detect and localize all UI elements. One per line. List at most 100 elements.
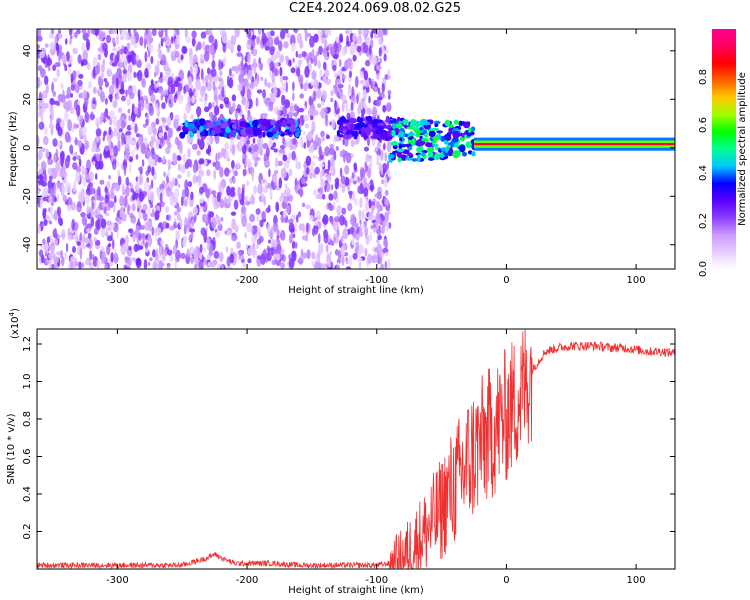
noise-speckle xyxy=(70,73,74,84)
noise-speckle xyxy=(56,251,62,256)
noise-speckle xyxy=(384,176,388,188)
noise-speckle xyxy=(79,247,83,260)
noise-speckle xyxy=(217,151,221,161)
noise-speckle xyxy=(105,231,109,237)
noise-speckle xyxy=(201,41,206,50)
noise-speckle xyxy=(234,110,239,120)
noise-speckle xyxy=(61,228,66,241)
band-3-mark xyxy=(432,143,439,147)
noise-speckle xyxy=(379,263,385,269)
noise-speckle xyxy=(189,228,196,233)
noise-speckle xyxy=(339,167,343,178)
x-tick-label: 100 xyxy=(627,575,646,586)
noise-speckle xyxy=(266,146,270,158)
noise-speckle xyxy=(121,183,126,193)
noise-speckle xyxy=(246,115,253,122)
band-3-mark xyxy=(434,123,439,127)
noise-speckle xyxy=(229,253,234,264)
noise-speckle xyxy=(288,233,293,244)
noise-speckle xyxy=(130,121,136,130)
noise-speckle xyxy=(302,223,305,234)
noise-speckle xyxy=(113,252,119,265)
noise-speckle xyxy=(241,80,247,86)
noise-speckle xyxy=(219,103,224,110)
noise-speckle xyxy=(141,159,145,167)
noise-speckle xyxy=(183,153,187,164)
noise-speckle xyxy=(108,243,112,248)
noise-speckle xyxy=(199,198,205,204)
noise-speckle xyxy=(191,37,196,47)
noise-speckle xyxy=(143,36,147,49)
noise-speckle xyxy=(300,136,304,148)
band-2-mark xyxy=(344,136,352,140)
noise-speckle xyxy=(189,55,194,67)
x-tick-label: -300 xyxy=(106,575,129,586)
noise-speckle xyxy=(103,131,106,139)
noise-speckle xyxy=(211,101,215,108)
noise-speckle xyxy=(229,68,232,77)
noise-speckle xyxy=(192,174,197,184)
noise-speckle xyxy=(230,211,237,216)
noise-speckle xyxy=(267,222,271,235)
noise-speckle xyxy=(189,246,195,255)
noise-speckle xyxy=(145,97,149,105)
noise-speckle xyxy=(359,197,363,208)
band-3-mark xyxy=(414,130,422,134)
noise-speckle xyxy=(184,29,188,39)
noise-speckle xyxy=(364,146,369,152)
noise-speckle xyxy=(334,178,340,183)
noise-speckle xyxy=(166,46,171,53)
band-1-mark xyxy=(227,118,232,125)
noise-speckle xyxy=(198,97,204,103)
noise-speckle xyxy=(287,137,290,142)
noise-speckle xyxy=(313,55,318,67)
noise-speckle xyxy=(112,162,117,170)
noise-speckle xyxy=(313,33,319,43)
noise-speckle xyxy=(163,171,167,178)
noise-speckle xyxy=(318,233,321,244)
band-2-mark xyxy=(372,123,376,128)
noise-speckle xyxy=(252,225,258,234)
noise-speckle xyxy=(382,104,387,113)
noise-speckle xyxy=(303,115,310,122)
noise-speckle xyxy=(330,156,335,168)
noise-speckle xyxy=(141,77,146,88)
noise-speckle xyxy=(42,238,46,245)
band-2-mark xyxy=(336,129,341,137)
noise-speckle xyxy=(335,146,339,151)
noise-speckle xyxy=(150,79,154,85)
noise-speckle xyxy=(213,105,220,116)
band-2-mark xyxy=(377,122,385,127)
noise-speckle xyxy=(137,218,140,226)
noise-speckle xyxy=(179,217,183,228)
noise-speckle xyxy=(90,103,97,110)
noise-speckle xyxy=(49,206,54,217)
noise-speckle xyxy=(342,46,346,57)
band-2-mark xyxy=(385,115,390,123)
band-3-mark xyxy=(431,127,440,132)
noise-speckle xyxy=(249,196,256,205)
noise-speckle xyxy=(228,77,234,89)
noise-speckle xyxy=(368,198,372,209)
noise-speckle xyxy=(100,91,106,103)
spectrogram-heatmap xyxy=(37,29,675,269)
noise-speckle xyxy=(331,240,335,246)
noise-speckle xyxy=(106,135,112,143)
noise-speckle xyxy=(55,42,59,52)
noise-speckle xyxy=(375,99,382,107)
noise-speckle xyxy=(285,81,289,93)
band-2-mark xyxy=(363,127,369,133)
noise-speckle xyxy=(116,94,120,101)
noise-speckle xyxy=(145,29,149,35)
band-3-mark xyxy=(417,145,424,151)
noise-speckle xyxy=(53,197,57,203)
noise-speckle xyxy=(186,170,191,178)
noise-speckle xyxy=(341,101,345,113)
band-3-mark xyxy=(417,138,423,147)
noise-speckle xyxy=(70,256,75,262)
noise-speckle xyxy=(92,160,96,166)
x-tick-label: 0 xyxy=(503,275,509,286)
noise-speckle xyxy=(44,251,48,257)
noise-speckle xyxy=(64,131,71,143)
